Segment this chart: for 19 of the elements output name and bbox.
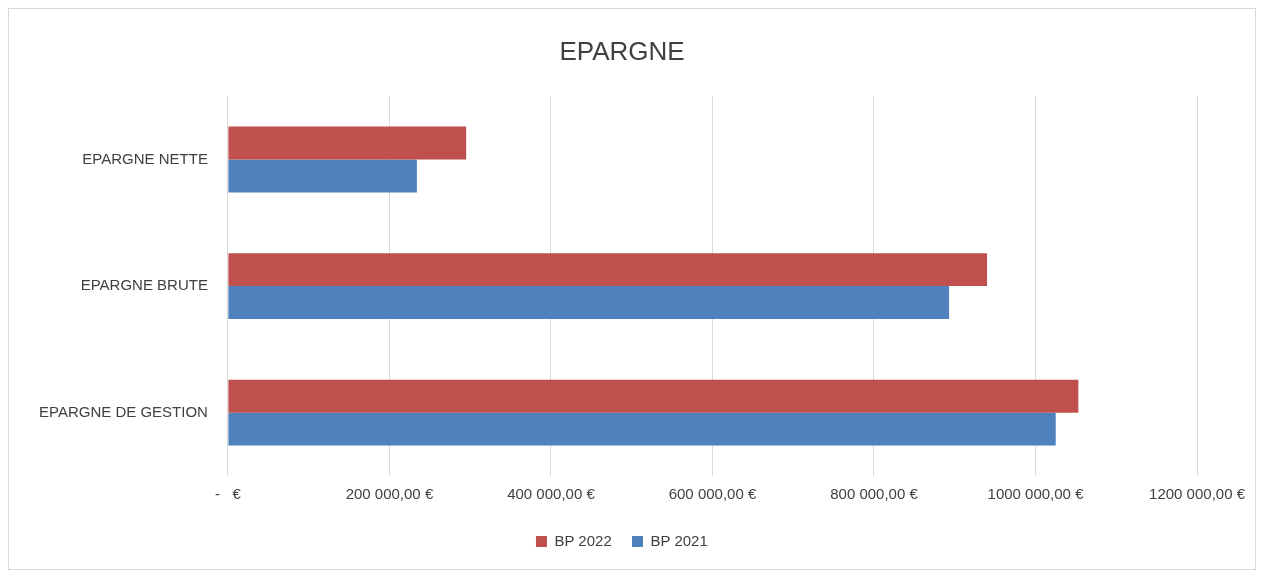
bar <box>228 379 1079 413</box>
x-tick-label: 1000 000,00 € <box>987 485 1085 503</box>
bar <box>228 159 417 193</box>
bar <box>228 253 988 287</box>
chart-title: EPARGNE <box>559 35 685 66</box>
y-tick-label: EPARGNE BRUTE <box>80 276 208 294</box>
x-tick-label: 400 000,00 € <box>507 485 596 503</box>
x-tick-label: 1200 000,00 € <box>1149 485 1246 503</box>
x-tick-label: 800 000,00 € <box>830 485 919 503</box>
x-tick-label: - € <box>215 485 242 503</box>
bar <box>228 126 467 160</box>
y-tick-label: EPARGNE DE GESTION <box>39 402 208 420</box>
bar <box>228 412 1056 446</box>
legend-label: BP 2021 <box>650 531 708 549</box>
x-tick-label: 600 000,00 € <box>668 485 757 503</box>
legend-label: BP 2022 <box>554 531 612 549</box>
y-tick-label: EPARGNE NETTE <box>82 149 208 167</box>
x-tick-label: 200 000,00 € <box>345 485 434 503</box>
bar <box>228 286 950 320</box>
